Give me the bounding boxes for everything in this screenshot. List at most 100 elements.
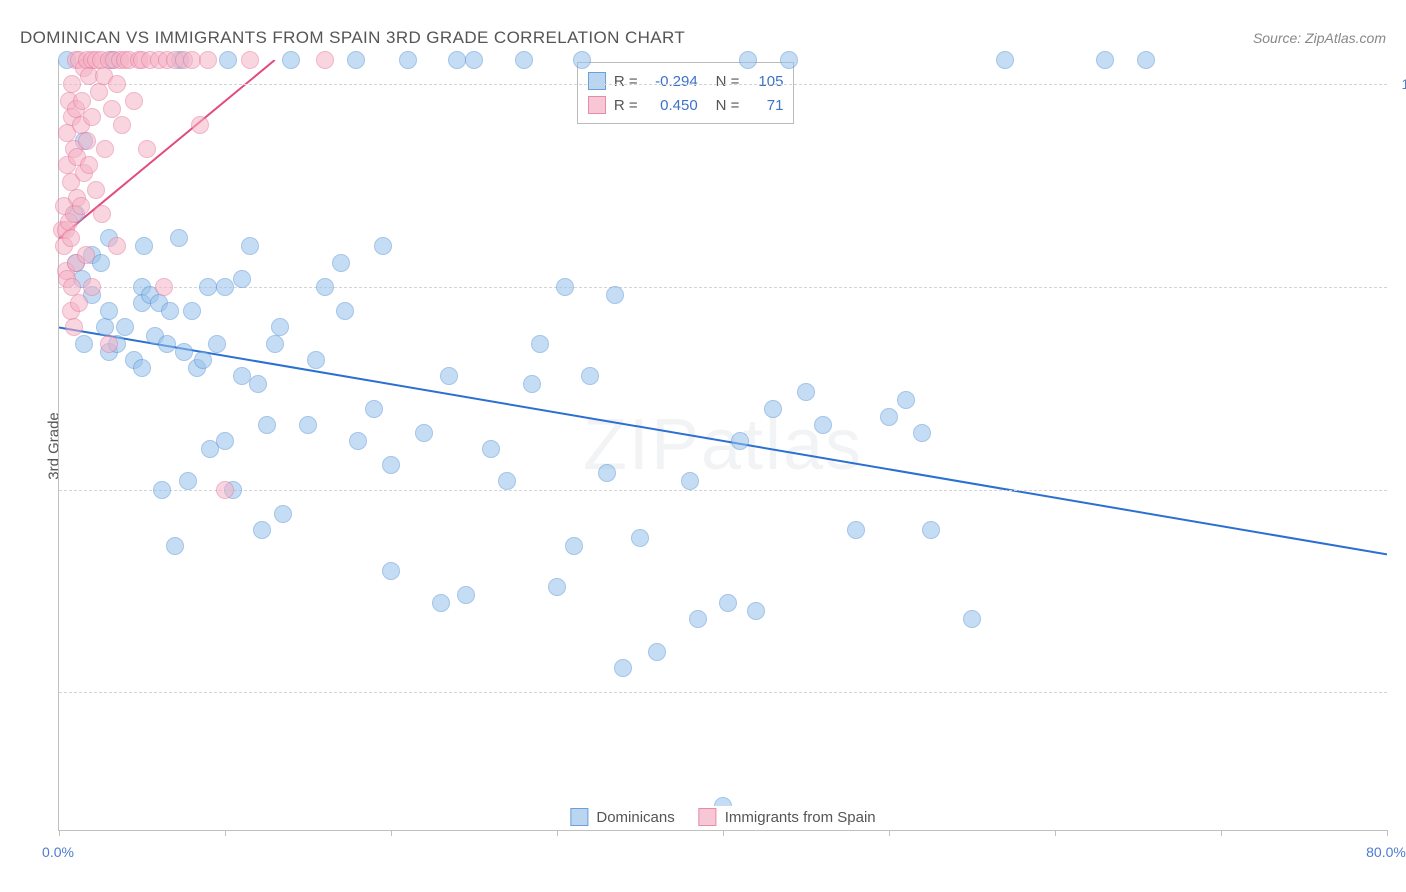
data-point [78, 132, 96, 150]
legend-swatch [699, 808, 717, 826]
data-point [374, 237, 392, 255]
data-point [689, 610, 707, 628]
data-point [191, 116, 209, 134]
data-point [87, 181, 105, 199]
data-point [125, 92, 143, 110]
data-point [241, 51, 259, 69]
gridline [59, 490, 1387, 491]
data-point [440, 367, 458, 385]
data-point [814, 416, 832, 434]
data-point [316, 278, 334, 296]
scatter-plot-area: ZIPatlas R =-0.294N =105R =0.450N = 71 D… [58, 60, 1387, 831]
chart-title: DOMINICAN VS IMMIGRANTS FROM SPAIN 3RD G… [20, 28, 685, 48]
data-point [216, 278, 234, 296]
data-point [153, 481, 171, 499]
data-point [1096, 51, 1114, 69]
data-point [797, 383, 815, 401]
data-point [399, 51, 417, 69]
data-point [482, 440, 500, 458]
data-point [316, 51, 334, 69]
data-point [103, 100, 121, 118]
data-point [216, 481, 234, 499]
data-point [897, 391, 915, 409]
data-point [365, 400, 383, 418]
data-point [780, 51, 798, 69]
data-point [135, 237, 153, 255]
trend-lines-layer [59, 60, 1387, 830]
r-label: R = [614, 73, 638, 90]
data-point [349, 432, 367, 450]
data-point [199, 51, 217, 69]
data-point [80, 156, 98, 174]
gridline [59, 287, 1387, 288]
trend-line [59, 327, 1387, 554]
data-point [332, 254, 350, 272]
legend-label: Immigrants from Spain [725, 809, 876, 826]
source-attribution: Source: ZipAtlas.com [1253, 30, 1386, 46]
legend-label: Dominicans [596, 809, 674, 826]
source-name: ZipAtlas.com [1305, 30, 1386, 46]
data-point [880, 408, 898, 426]
data-point [336, 302, 354, 320]
data-point [448, 51, 466, 69]
data-point [70, 294, 88, 312]
x-tick [59, 830, 60, 836]
data-point [83, 108, 101, 126]
x-tick [1387, 830, 1388, 836]
data-point [93, 205, 111, 223]
x-tick-label: 0.0% [42, 844, 74, 860]
data-point [100, 335, 118, 353]
data-point [719, 594, 737, 612]
data-point [573, 51, 591, 69]
data-point [83, 278, 101, 296]
data-point [108, 75, 126, 93]
data-point [382, 562, 400, 580]
stat-legend-row: R =0.450N = 71 [588, 93, 784, 117]
r-value: -0.294 [646, 73, 698, 90]
data-point [170, 229, 188, 247]
data-point [233, 270, 251, 288]
data-point [598, 464, 616, 482]
data-point [531, 335, 549, 353]
data-point [556, 278, 574, 296]
data-point [258, 416, 276, 434]
legend-swatch [570, 808, 588, 826]
data-point [747, 602, 765, 620]
data-point [179, 472, 197, 490]
data-point [581, 367, 599, 385]
data-point [415, 424, 433, 442]
x-tick [723, 830, 724, 836]
data-point [739, 51, 757, 69]
n-value: 71 [747, 97, 783, 114]
n-label: N = [716, 97, 740, 114]
y-tick-label: 100.0% [1402, 76, 1406, 92]
r-label: R = [614, 97, 638, 114]
data-point [73, 92, 91, 110]
data-point [913, 424, 931, 442]
data-point [515, 51, 533, 69]
data-point [233, 367, 251, 385]
data-point [183, 302, 201, 320]
data-point [299, 416, 317, 434]
data-point [72, 197, 90, 215]
x-tick [557, 830, 558, 836]
data-point [764, 400, 782, 418]
data-point [77, 246, 95, 264]
data-point [731, 432, 749, 450]
data-point [266, 335, 284, 353]
data-point [1137, 51, 1155, 69]
data-point [75, 335, 93, 353]
data-point [166, 537, 184, 555]
data-point [216, 432, 234, 450]
data-point [631, 529, 649, 547]
data-point [382, 456, 400, 474]
legend-item: Dominicans [570, 808, 674, 826]
x-tick [889, 830, 890, 836]
data-point [614, 659, 632, 677]
data-point [155, 278, 173, 296]
data-point [253, 521, 271, 539]
data-point [271, 318, 289, 336]
data-point [199, 278, 217, 296]
x-tick [391, 830, 392, 836]
data-point [116, 318, 134, 336]
